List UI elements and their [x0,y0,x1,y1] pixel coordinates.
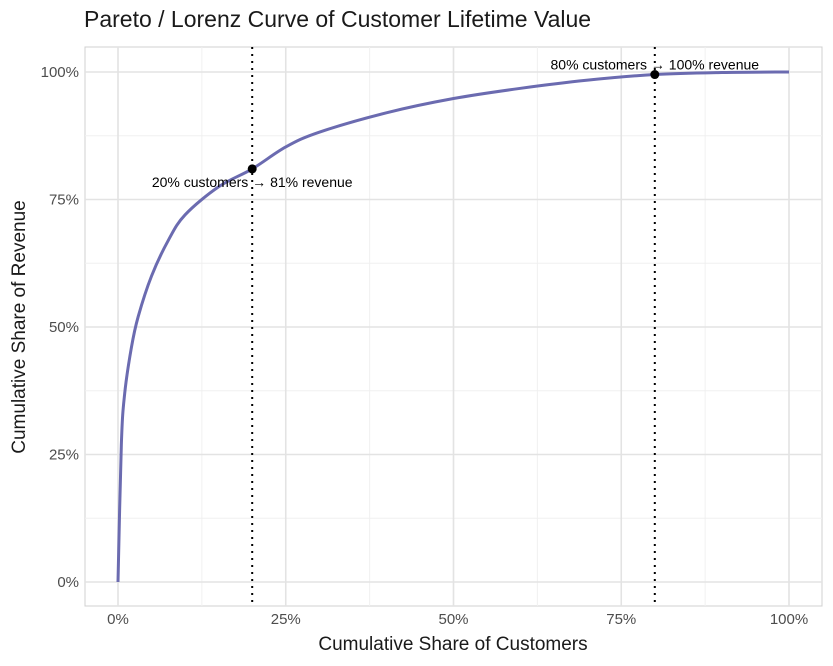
annotation-label: 20% customers → 81% revenue [152,174,353,190]
highlight-point [247,164,257,174]
annotation-label: 80% customers → 100% revenue [551,57,760,73]
x-tick-label: 25% [271,611,301,628]
x-tick-labels: 0% 25% 50% 75% 100% [107,611,808,628]
y-tick-label: 50% [49,319,79,336]
x-tick-label: 0% [107,611,129,628]
y-tick-labels: 0% 25% 50% 75% 100% [41,64,79,591]
x-axis-title: Cumulative Share of Customers [318,634,587,655]
chart-title: Pareto / Lorenz Curve of Customer Lifeti… [84,6,592,32]
highlight-point [650,70,660,80]
x-tick-label: 75% [606,611,636,628]
y-axis-title: Cumulative Share of Revenue [9,200,30,453]
annotations: 20% customers → 81% revenue 80% customers… [152,57,759,190]
y-tick-label: 0% [57,574,79,591]
x-tick-label: 100% [770,611,808,628]
y-tick-label: 25% [49,447,79,464]
y-tick-label: 100% [41,64,79,81]
highlight-points [247,70,660,174]
major-gridlines [85,47,822,606]
x-tick-label: 50% [438,611,468,628]
y-tick-label: 75% [49,192,79,209]
